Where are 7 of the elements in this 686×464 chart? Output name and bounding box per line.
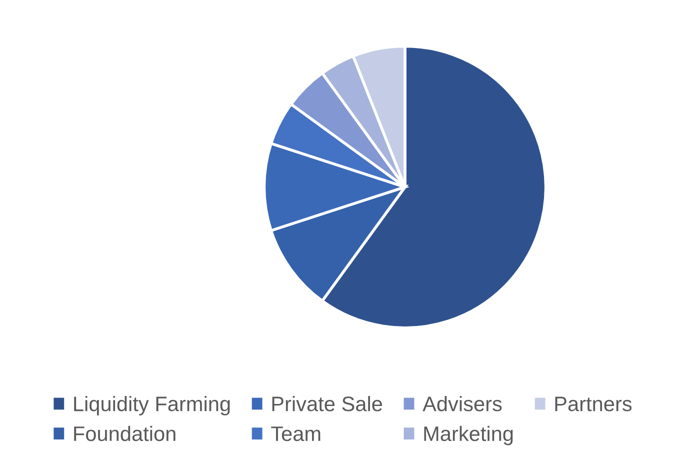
legend-label: Foundation: [74, 426, 176, 442]
legend-label: Partners: [555, 396, 632, 412]
legend-label: Liquidity Farming: [74, 396, 230, 416]
legend-label: Marketing: [424, 426, 513, 446]
legend-label: Team: [271, 426, 320, 442]
legend-label: Advisers: [422, 396, 502, 412]
legend-label: Private Sale: [272, 396, 382, 412]
